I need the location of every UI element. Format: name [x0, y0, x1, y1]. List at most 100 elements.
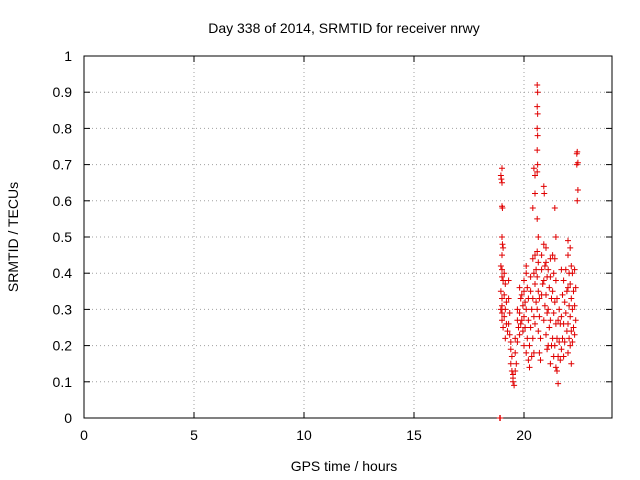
data-point: [554, 295, 560, 302]
data-point: [540, 241, 547, 248]
data-point: [543, 331, 549, 338]
data-point: [522, 299, 529, 306]
data-point: [534, 110, 541, 117]
y-tick-label: 1: [64, 48, 72, 64]
data-point: [501, 291, 508, 298]
data-point: [500, 244, 507, 251]
data-point: [499, 234, 505, 240]
data-point: [499, 252, 505, 259]
data-point: [565, 237, 571, 244]
data-point: [506, 331, 513, 338]
x-tick-label: 10: [296, 427, 312, 443]
data-point: [574, 148, 581, 155]
data-point: [530, 270, 537, 277]
data-point: [497, 415, 504, 421]
data-point: [525, 357, 532, 364]
data-point: [516, 310, 523, 317]
data-point: [505, 295, 512, 302]
data-point: [545, 266, 552, 273]
data-point: [547, 273, 554, 280]
data-point: [534, 168, 541, 175]
data-point: [567, 244, 574, 251]
data-point: [501, 270, 508, 277]
data-point: [524, 284, 531, 291]
data-point: [527, 324, 534, 331]
x-tick-label: 0: [80, 427, 88, 443]
data-point: [501, 313, 508, 320]
data-point: [571, 302, 578, 309]
y-tick-label: 0.5: [53, 229, 73, 245]
data-point: [525, 317, 532, 324]
data-point: [568, 328, 575, 335]
data-point: [499, 165, 505, 172]
data-point: [497, 288, 504, 295]
data-point: [567, 313, 574, 320]
data-point: [559, 291, 566, 298]
data-point: [532, 252, 538, 259]
data-point: [518, 291, 525, 298]
data-point: [534, 306, 541, 313]
data-point: [546, 324, 553, 331]
data-point: [540, 317, 547, 324]
data-point: [544, 346, 551, 353]
y-tick-label: 0.9: [53, 84, 73, 100]
data-point: [526, 364, 533, 371]
data-point: [534, 161, 541, 168]
data-point: [554, 367, 560, 374]
data-point: [510, 378, 516, 385]
data-point: [505, 320, 512, 327]
data-point: [567, 281, 574, 288]
data-point: [568, 262, 575, 269]
data-point: [562, 310, 569, 317]
data-point: [562, 266, 569, 273]
data-point: [556, 338, 563, 345]
data-point: [534, 132, 541, 139]
data-point: [549, 252, 556, 259]
data-point: [563, 288, 570, 295]
data-point: [521, 288, 527, 295]
x-axis-label: GPS time / hours: [291, 458, 398, 474]
data-point: [502, 335, 509, 342]
data-point: [572, 284, 579, 291]
data-point: [552, 364, 559, 371]
data-point: [532, 281, 538, 288]
data-point: [519, 328, 526, 335]
data-point: [574, 197, 581, 204]
data-point: [534, 89, 541, 96]
data-point: [503, 299, 510, 306]
data-point: [571, 266, 578, 273]
data-point: [529, 205, 536, 212]
data-point: [565, 252, 571, 259]
data-point: [499, 317, 505, 324]
data-point: [514, 306, 521, 313]
y-axis-label: SRMTID / TECUs: [5, 182, 21, 292]
data-point: [540, 183, 547, 190]
data-point: [536, 349, 543, 356]
data-point: [532, 320, 538, 327]
y-tick-label: 0.2: [53, 338, 73, 354]
data-point: [540, 277, 547, 284]
data-point: [502, 281, 509, 288]
data-points: [496, 81, 581, 421]
data-point: [534, 103, 541, 110]
data-point: [548, 295, 555, 302]
data-point: [506, 310, 513, 317]
data-point: [507, 360, 514, 367]
data-point: [500, 277, 507, 284]
data-point: [535, 328, 542, 335]
data-point: [551, 255, 558, 262]
data-point: [517, 320, 524, 327]
data-point: [568, 295, 575, 302]
data-point: [529, 295, 536, 302]
data-point: [533, 299, 540, 306]
data-point: [549, 288, 556, 295]
data-point: [565, 320, 571, 327]
data-point: [512, 367, 519, 374]
data-point: [570, 288, 577, 295]
data-point: [533, 266, 540, 273]
data-point: [537, 357, 544, 364]
data-point: [528, 306, 535, 313]
data-point: [546, 284, 553, 291]
data-point: [532, 172, 538, 179]
